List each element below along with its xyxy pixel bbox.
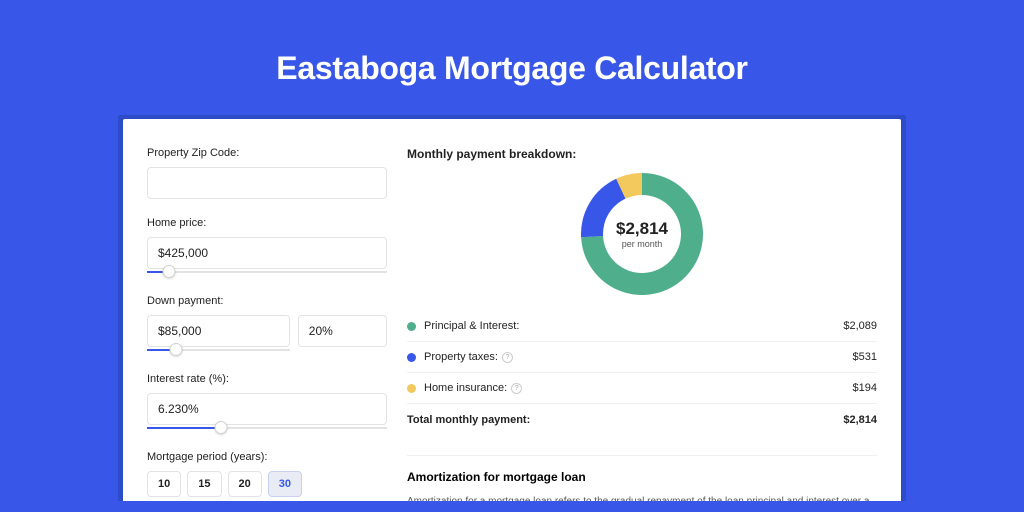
rate-field-group: Interest rate (%): [147, 373, 387, 433]
down-field-group: Down payment: [147, 295, 387, 355]
rate-slider-thumb[interactable] [215, 421, 228, 434]
legend-label: Principal & Interest: [424, 320, 843, 332]
period-field-group: Mortgage period (years): 1015 2030 [147, 451, 387, 497]
page-background: Eastaboga Mortgage Calculator Property Z… [0, 0, 1024, 512]
price-label: Home price: [147, 217, 387, 229]
price-slider[interactable] [147, 267, 387, 277]
legend-row: Home insurance: ?$194 [407, 373, 877, 404]
legend-value: $2,089 [843, 320, 877, 332]
price-input[interactable] [147, 237, 387, 269]
zip-field-group: Property Zip Code: [147, 147, 387, 199]
legend-label: Property taxes: ? [424, 351, 853, 363]
period-button-30[interactable]: 30 [268, 471, 302, 497]
zip-input[interactable] [147, 167, 387, 199]
period-button-10[interactable]: 10 [147, 471, 181, 497]
period-options: 1015 2030 [147, 471, 387, 497]
down-slider-thumb[interactable] [169, 343, 182, 356]
amortization-section: Amortization for mortgage loan Amortizat… [407, 455, 877, 501]
payment-donut-chart: $2,814 per month [581, 173, 703, 295]
legend-dot [407, 384, 416, 393]
form-column: Property Zip Code: Home price: Down paym… [147, 147, 387, 501]
total-label: Total monthly payment: [407, 414, 843, 426]
donut-sub: per month [616, 239, 668, 249]
down-label: Down payment: [147, 295, 387, 307]
total-row: Total monthly payment: $2,814 [407, 404, 877, 435]
donut-wrap: $2,814 per month [407, 173, 877, 295]
down-percent-input[interactable] [298, 315, 387, 347]
period-button-20[interactable]: 20 [228, 471, 262, 497]
legend-row: Principal & Interest:$2,089 [407, 311, 877, 342]
rate-slider[interactable] [147, 423, 387, 433]
amortization-text: Amortization for a mortgage loan refers … [407, 494, 877, 501]
rate-label: Interest rate (%): [147, 373, 387, 385]
breakdown-column: Monthly payment breakdown: $2,814 per mo… [407, 147, 877, 501]
total-value: $2,814 [843, 414, 877, 426]
legend-row: Property taxes: ?$531 [407, 342, 877, 373]
price-field-group: Home price: [147, 217, 387, 277]
zip-label: Property Zip Code: [147, 147, 387, 159]
donut-center: $2,814 per month [616, 219, 668, 249]
legend-dot [407, 353, 416, 362]
amortization-title: Amortization for mortgage loan [407, 470, 877, 484]
down-amount-input[interactable] [147, 315, 290, 347]
card-shadow: Property Zip Code: Home price: Down paym… [118, 115, 906, 501]
calculator-card: Property Zip Code: Home price: Down paym… [123, 119, 901, 501]
legend-value: $531 [853, 351, 877, 363]
legend-label: Home insurance: ? [424, 382, 853, 394]
legend: Principal & Interest:$2,089Property taxe… [407, 311, 877, 404]
info-icon[interactable]: ? [511, 383, 522, 394]
period-label: Mortgage period (years): [147, 451, 387, 463]
legend-value: $194 [853, 382, 877, 394]
rate-input[interactable] [147, 393, 387, 425]
breakdown-title: Monthly payment breakdown: [407, 147, 877, 161]
period-button-15[interactable]: 15 [187, 471, 221, 497]
down-slider[interactable] [147, 345, 290, 355]
donut-amount: $2,814 [616, 219, 668, 239]
page-title: Eastaboga Mortgage Calculator [0, 50, 1024, 87]
price-slider-thumb[interactable] [162, 265, 175, 278]
info-icon[interactable]: ? [502, 352, 513, 363]
legend-dot [407, 322, 416, 331]
